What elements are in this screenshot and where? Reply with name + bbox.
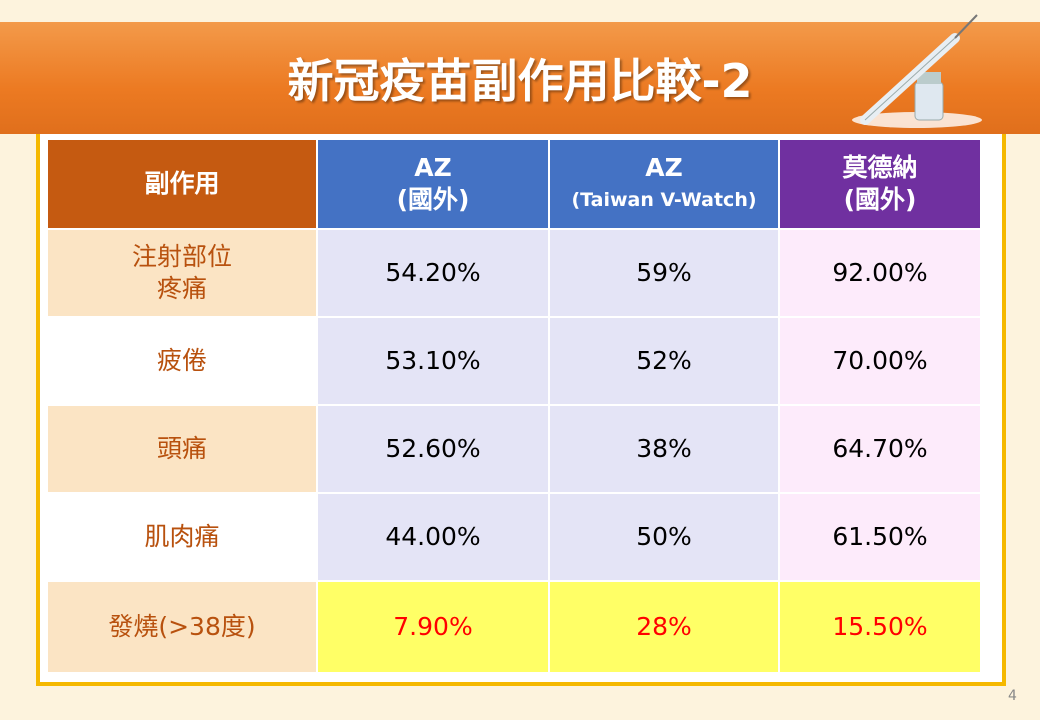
- cell-text: 52.60%: [385, 434, 481, 463]
- syringe-icon: [852, 14, 982, 128]
- value-cell: 64.70%: [780, 406, 980, 492]
- cell-text: 肌肉痛: [144, 522, 220, 551]
- cell-text: 15.50%: [832, 612, 928, 641]
- cell-text: 44.00%: [385, 522, 481, 551]
- cell-text: (Taiwan V-Watch): [571, 189, 757, 211]
- value-cell: 92.00%: [780, 230, 980, 316]
- cell-text: 副作用: [144, 169, 220, 198]
- value-cell: 7.90%: [318, 582, 548, 672]
- cell-text: 53.10%: [385, 346, 481, 375]
- cell-text: 疲倦: [156, 346, 207, 375]
- cell-text: 92.00%: [832, 258, 928, 287]
- row-label: 發燒(>38度): [48, 582, 316, 672]
- cell-text: AZ: [414, 153, 452, 182]
- cell-text: 疼痛: [156, 274, 207, 303]
- value-cell: 70.00%: [780, 318, 980, 404]
- row-label: 疲倦: [48, 318, 316, 404]
- cell-text: 50%: [636, 522, 692, 551]
- value-cell: 59%: [550, 230, 778, 316]
- row-label: 頭痛: [48, 406, 316, 492]
- cell-text: (國外): [843, 185, 917, 214]
- cell-text: 莫德納: [842, 153, 918, 182]
- value-cell: 38%: [550, 406, 778, 492]
- row-label: 肌肉痛: [48, 494, 316, 580]
- cell-text: 28%: [636, 612, 692, 641]
- table: 副作用 AZ (國外) AZ (Taiwan V-Watch) 莫德納 (國外) 注射部位疼痛…: [48, 140, 980, 672]
- value-cell: 44.00%: [318, 494, 548, 580]
- value-cell: 61.50%: [780, 494, 980, 580]
- cell-text: 70.00%: [832, 346, 928, 375]
- cell-text: AZ: [645, 153, 683, 182]
- header-cell: AZ (國外): [318, 140, 548, 228]
- value-cell: 52.60%: [318, 406, 548, 492]
- value-cell: 54.20%: [318, 230, 548, 316]
- cell-text: 38%: [636, 434, 692, 463]
- cell-text: 61.50%: [832, 522, 928, 551]
- slide-title: 新冠疫苗副作用比較-2: [287, 54, 753, 108]
- cell-text: 59%: [636, 258, 692, 287]
- header-cell: 莫德納 (國外): [780, 140, 980, 228]
- page-number: 4: [1008, 688, 1017, 704]
- header-cell: AZ (Taiwan V-Watch): [550, 140, 778, 228]
- value-cell: 15.50%: [780, 582, 980, 672]
- value-cell: 52%: [550, 318, 778, 404]
- cell-text: 7.90%: [393, 612, 473, 641]
- cell-text: 54.20%: [385, 258, 481, 287]
- cell-text: 頭痛: [156, 434, 207, 463]
- cell-text: 64.70%: [832, 434, 928, 463]
- value-cell: 28%: [550, 582, 778, 672]
- cell-text: 注射部位: [131, 242, 232, 271]
- value-cell: 50%: [550, 494, 778, 580]
- cell-text: (國外): [396, 185, 470, 214]
- header-cell: 副作用: [48, 140, 316, 228]
- cell-text: 52%: [636, 346, 692, 375]
- value-cell: 53.10%: [318, 318, 548, 404]
- row-label: 注射部位 疼痛: [48, 230, 316, 316]
- cell-text: 發燒(>38度): [108, 612, 256, 641]
